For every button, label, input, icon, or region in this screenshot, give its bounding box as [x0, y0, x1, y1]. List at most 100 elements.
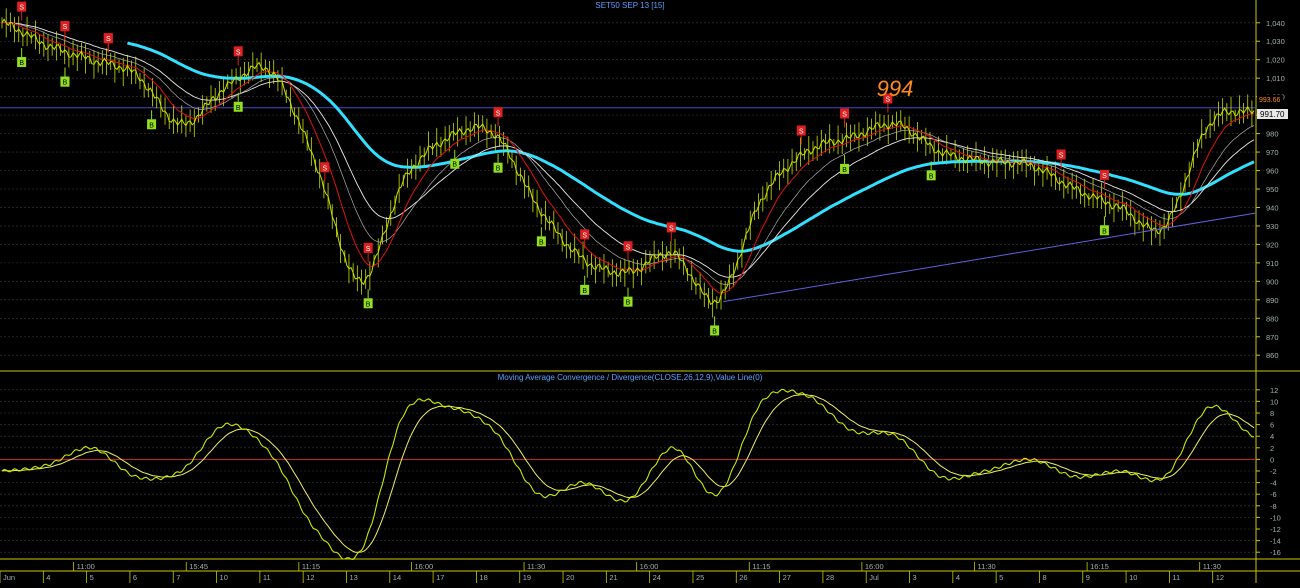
sell-signal-marker: S — [363, 242, 373, 262]
date-axis-label: Jun — [3, 573, 15, 582]
buy-signal-letter: B — [582, 288, 587, 295]
main-y-tick-label: 1,010 — [1266, 74, 1285, 83]
macd-y-tick-label: -2 — [1270, 467, 1277, 476]
buy-signal-marker: B — [926, 161, 936, 181]
main-y-tick-label: 860 — [1266, 351, 1279, 360]
sell-signal-letter: S — [19, 5, 24, 12]
date-axis-label: 5 — [999, 573, 1003, 582]
price-tag-last-box — [1257, 109, 1288, 119]
sell-signal-letter: S — [63, 24, 68, 31]
date-axis-label: 6 — [133, 573, 137, 582]
main-y-tick-label: 890 — [1266, 296, 1279, 305]
sell-signal-letter: S — [886, 96, 891, 103]
buy-signal-letter: B — [626, 300, 631, 307]
macd-y-tick-label: -12 — [1270, 525, 1281, 534]
buy-signal-marker: B — [17, 48, 27, 68]
buy-signal-letter: B — [63, 80, 68, 87]
sell-signal-marker: S — [233, 46, 243, 66]
date-axis-label: 20 — [566, 573, 574, 582]
main-y-tick-label: 1,020 — [1266, 56, 1285, 65]
ma-cyan-line — [127, 41, 1255, 253]
macd-y-tick-label: 12 — [1270, 386, 1278, 395]
time-axis-label: 16:00 — [640, 562, 659, 571]
date-axis-label: 4 — [956, 573, 960, 582]
macd-y-tick-label: -16 — [1270, 548, 1281, 557]
date-axis-label: Jul — [869, 573, 879, 582]
main-y-tick-label: 930 — [1266, 222, 1279, 231]
price-tag-upper-box — [1257, 95, 1283, 104]
sell-signal-marker: S — [493, 107, 503, 127]
main-y-tick-label: 870 — [1266, 333, 1279, 342]
buy-signal-marker: B — [493, 153, 503, 173]
date-axis-label: 27 — [783, 573, 791, 582]
buy-signal-marker: B — [536, 227, 546, 247]
macd-y-tick-label: 2 — [1270, 444, 1274, 453]
buy-signal-letter: B — [929, 173, 934, 180]
main-chart-title: SET50 SEP 13 [15] — [595, 1, 664, 10]
sell-signal-marker: S — [103, 33, 113, 53]
buy-signal-marker: B — [60, 67, 70, 87]
time-axis-label: 16:15 — [1090, 562, 1109, 571]
signal-layer: SSSSSSSSSSSSSSSSSBBBBBBBBBBBBBBB — [17, 1, 1109, 336]
macd-y-tick-label: -6 — [1270, 490, 1277, 499]
date-axis-label: 10 — [220, 573, 228, 582]
time-axis-label: 11:30 — [977, 562, 995, 571]
buy-signal-letter: B — [236, 105, 241, 112]
buy-signal-marker: B — [1099, 216, 1109, 236]
main-y-tick-label: 880 — [1266, 314, 1279, 323]
main-y-tick-label: 920 — [1266, 240, 1279, 249]
sell-signal-letter: S — [582, 232, 587, 239]
main-y-tick-label: 1,030 — [1266, 37, 1285, 46]
time-axis-label: 11:30 — [1203, 562, 1221, 571]
buy-signal-marker: B — [580, 275, 590, 295]
macd-line — [1, 388, 1254, 560]
sell-signal-marker: S — [840, 108, 850, 128]
macd-y-tick-label: -8 — [1270, 502, 1277, 511]
date-axis-label: 28 — [826, 573, 834, 582]
buy-signal-letter: B — [366, 301, 371, 308]
sell-signal-marker: S — [17, 1, 27, 21]
axis-layer: 1,0401,0301,0201,0101,000990980970960950… — [0, 19, 1285, 583]
macd-panel-title: Moving Average Convergence / Divergence(… — [498, 373, 763, 382]
main-y-tick-label: 980 — [1266, 130, 1279, 139]
price-tag-upper: 993.66 — [1259, 97, 1281, 104]
sell-signal-marker: S — [623, 241, 633, 261]
sell-signal-letter: S — [842, 111, 847, 118]
trend-line — [723, 212, 1257, 303]
date-axis-label: 17 — [436, 573, 444, 582]
date-axis-label: 11 — [263, 573, 271, 582]
main-y-tick-label: 940 — [1266, 203, 1279, 212]
sell-signal-letter: S — [1102, 173, 1107, 180]
time-axis-label: 11:15 — [302, 562, 320, 571]
buy-signal-marker: B — [363, 289, 373, 309]
ma-grey-line — [1, 22, 1255, 286]
sell-signal-marker: S — [666, 222, 676, 242]
main-y-tick-label: 970 — [1266, 148, 1279, 157]
date-axis-label: 21 — [609, 573, 617, 582]
buy-signal-marker: B — [147, 110, 157, 130]
buy-signal-letter: B — [842, 167, 847, 174]
sell-signal-letter: S — [496, 110, 501, 117]
time-axis-label: 15:45 — [189, 562, 208, 571]
price-line — [1, 18, 1255, 306]
date-axis-label: 12 — [306, 573, 314, 582]
buy-signal-marker: B — [710, 316, 720, 336]
date-axis-label: 14 — [393, 573, 401, 582]
date-axis-label: 3 — [913, 573, 917, 582]
buy-signal-marker: B — [623, 287, 633, 307]
date-axis-label: 9 — [1086, 573, 1090, 582]
main-y-tick-label: 910 — [1266, 259, 1279, 268]
sell-signal-letter: S — [322, 165, 327, 172]
sell-signal-letter: S — [236, 49, 241, 56]
buy-signal-letter: B — [496, 166, 501, 173]
date-axis-label: 24 — [653, 573, 661, 582]
time-axis-label: 16:00 — [865, 562, 884, 571]
buy-signal-letter: B — [149, 122, 154, 129]
buy-signal-letter: B — [539, 239, 544, 246]
sell-signal-marker: S — [1056, 149, 1066, 169]
sell-signal-marker: S — [60, 21, 70, 41]
time-axis-label: 11:15 — [752, 562, 770, 571]
sell-signal-marker: S — [883, 93, 893, 113]
